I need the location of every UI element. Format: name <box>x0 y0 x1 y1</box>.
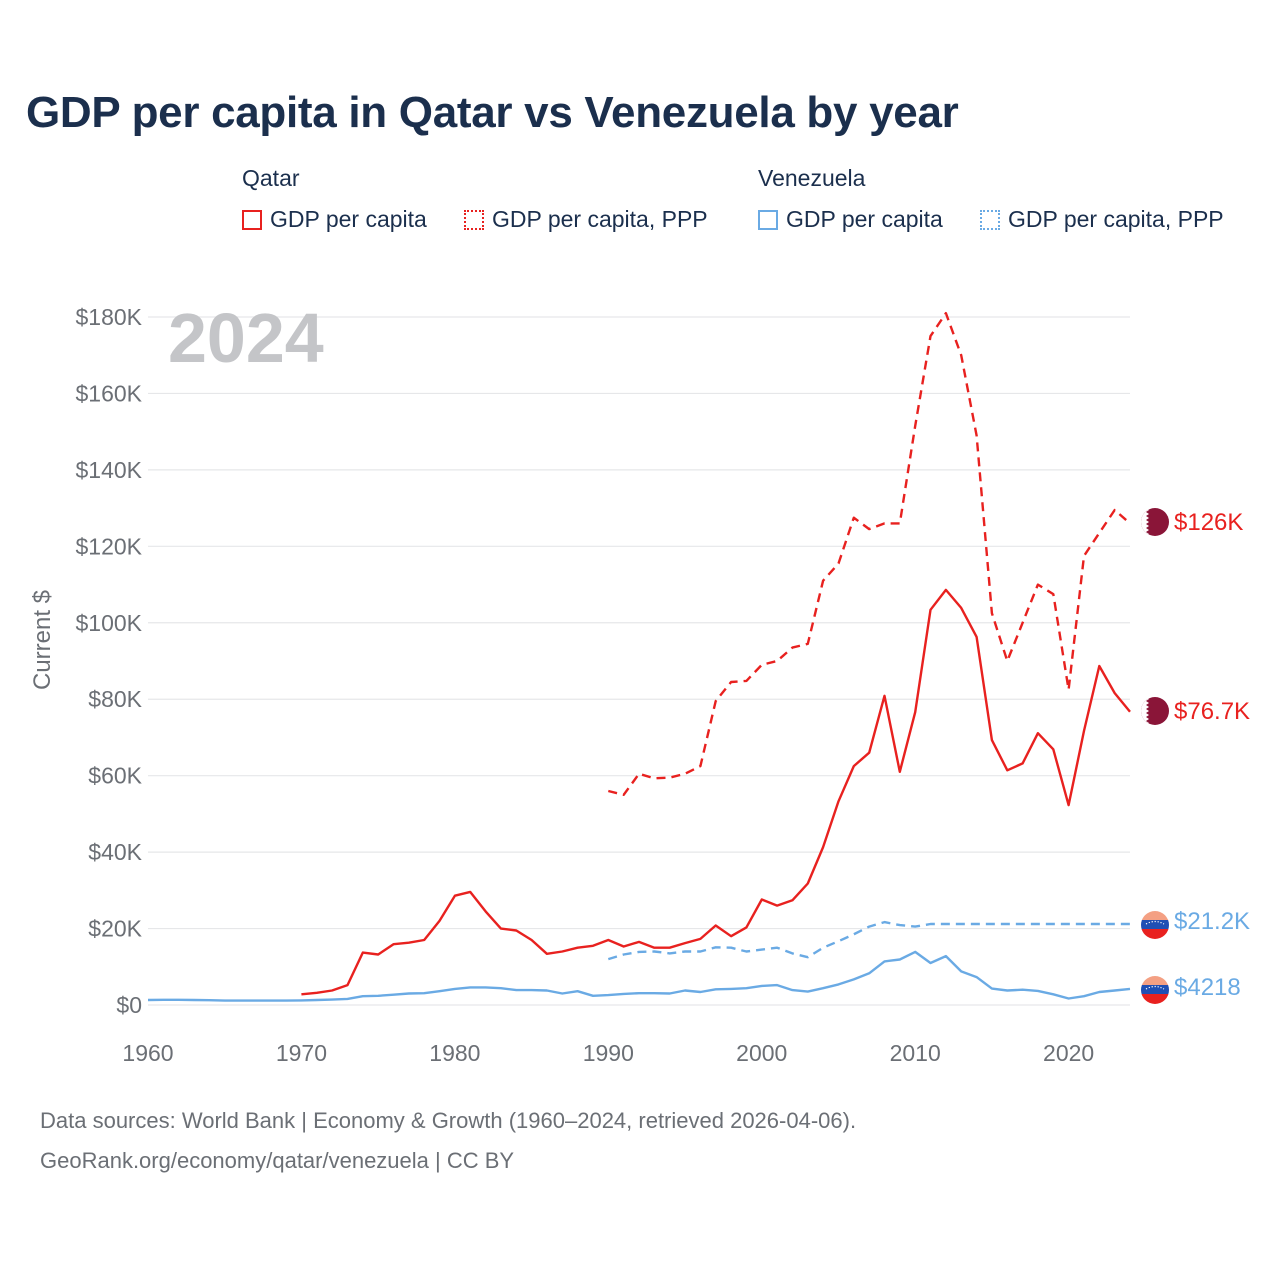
x-tick-label: 1980 <box>429 1040 480 1066</box>
venezuela-flag-icon <box>1141 976 1169 1004</box>
legend-venezuela-gdp-label: GDP per capita <box>786 206 943 232</box>
y-tick-label: $140K <box>75 457 142 483</box>
y-tick-label: $60K <box>88 763 142 789</box>
series-line <box>608 312 1131 796</box>
series-lines <box>147 312 1131 1002</box>
chart-title: GDP per capita in Qatar vs Venezuela by … <box>26 88 959 137</box>
grid-lines <box>148 316 1130 1006</box>
x-tick-label: 1960 <box>122 1040 173 1066</box>
end-label-venezuela-ppp: $21.2K <box>1174 908 1250 935</box>
y-tick-label: $0 <box>116 992 142 1018</box>
venezuela-flag-icon <box>1141 911 1169 939</box>
legend-venezuela-ppp[interactable]: GDP per capita, PPP <box>980 206 1224 233</box>
legend-qatar-ppp-label: GDP per capita, PPP <box>492 206 708 232</box>
legend-solid-swatch-icon <box>242 209 262 230</box>
y-tick-label: $160K <box>75 380 142 406</box>
legend-solid-swatch-icon <box>758 209 778 230</box>
series-line <box>607 920 1130 961</box>
legend-qatar-gdp-label: GDP per capita <box>270 206 427 232</box>
x-tick-labels: 1960 1970 1980 1990 2000 2010 2020 <box>122 1040 1094 1066</box>
legend-dotted-swatch-icon <box>464 209 484 230</box>
legend-qatar-gdp[interactable]: GDP per capita <box>242 206 427 233</box>
legend-venezuela-ppp-label: GDP per capita, PPP <box>1008 206 1224 232</box>
series-line <box>147 950 1131 1002</box>
y-tick-label: $180K <box>75 304 142 330</box>
legend-qatar-ppp[interactable]: GDP per capita, PPP <box>464 206 708 233</box>
legend-group-venezuela: Venezuela <box>758 165 866 191</box>
year-watermark: 2024 <box>168 299 324 377</box>
y-tick-label: $100K <box>75 610 142 636</box>
series-line <box>301 588 1131 996</box>
legend-dotted-swatch-icon <box>980 209 1000 230</box>
x-tick-label: 2020 <box>1043 1040 1094 1066</box>
source-line-1: Data sources: World Bank | Economy & Gro… <box>40 1108 857 1133</box>
end-label-venezuela-gdp: $4218 <box>1174 974 1241 1001</box>
y-tick-label: $40K <box>88 839 142 865</box>
source-line-2[interactable]: GeoRank.org/economy/qatar/venezuela | CC… <box>40 1148 515 1173</box>
qatar-flag-icon <box>1141 697 1169 725</box>
y-tick-label: $80K <box>88 686 142 712</box>
legend-venezuela-gdp[interactable]: GDP per capita <box>758 206 943 233</box>
y-tick-labels: $0 $20K $40K $60K $80K $100K $120K $140K $160K $1… <box>75 304 142 1018</box>
x-tick-label: 2010 <box>890 1040 941 1066</box>
y-axis-label: Current $ <box>29 590 56 690</box>
end-label-qatar-ppp: $126K <box>1174 509 1243 536</box>
end-label-qatar-gdp: $76.7K <box>1174 698 1250 725</box>
y-tick-label: $20K <box>88 916 142 942</box>
x-tick-label: 1990 <box>583 1040 634 1066</box>
x-tick-label: 1970 <box>276 1040 327 1066</box>
qatar-flag-icon <box>1141 508 1169 536</box>
legend-group-qatar: Qatar <box>242 165 300 191</box>
x-tick-label: 2000 <box>736 1040 787 1066</box>
y-tick-label: $120K <box>75 533 142 559</box>
